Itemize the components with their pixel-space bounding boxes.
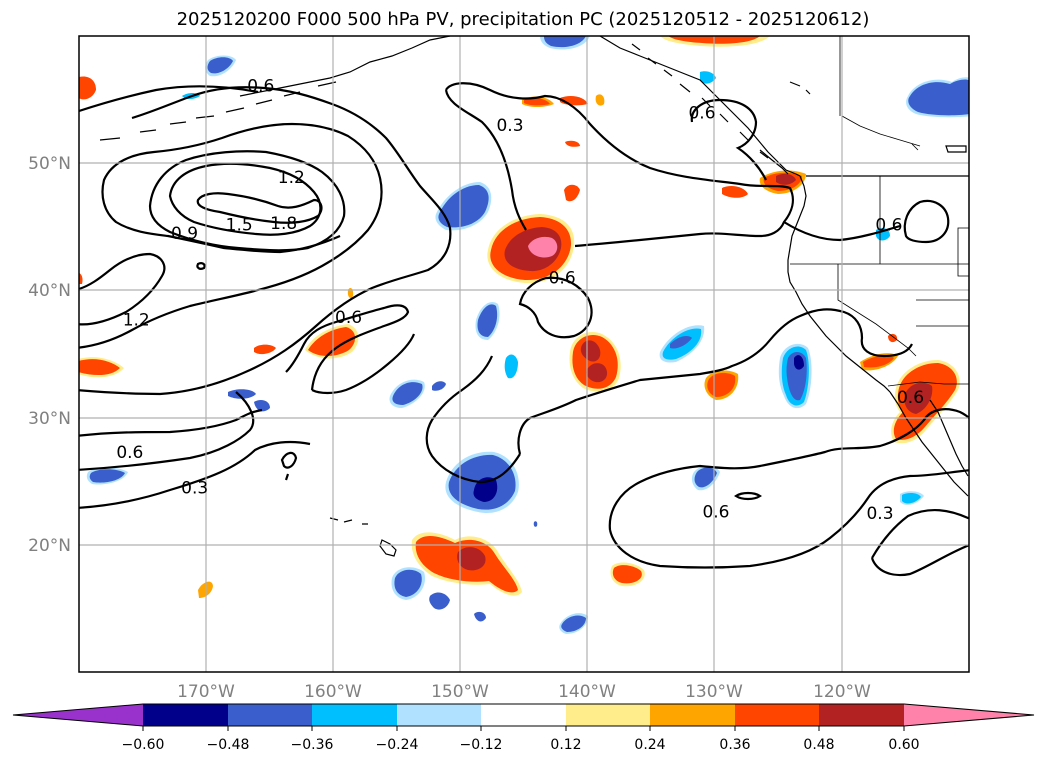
pv-contour-small1 — [280, 451, 298, 469]
pv-contour-0.6-mid2 — [311, 333, 416, 395]
pv-contour-0.6-loop-north — [518, 276, 593, 339]
pv-contour-1.2 — [79, 252, 166, 326]
lon-label-120w: 120°W — [813, 682, 871, 702]
colorbar-tick-label: 0.60 — [888, 737, 919, 753]
pv-contour-1.8 — [196, 192, 323, 224]
alaska-panhandle-islands — [631, 43, 811, 159]
contour-label: 1.8 — [270, 214, 297, 234]
colorbar-bin-5 — [481, 704, 566, 726]
colorbar-bin-6 — [566, 704, 650, 726]
coastlines — [99, 36, 969, 557]
pv-contour-0.6-rockies — [903, 199, 950, 244]
figure-title: 2025120200 F000 500 hPa PV, precipitatio… — [177, 9, 870, 30]
lon-label-170w: 170°W — [177, 682, 235, 702]
contour-label: 0.3 — [181, 479, 208, 499]
mexico-mainland-coast — [929, 399, 969, 477]
canada-interior — [839, 36, 921, 151]
colorbar-tick-label: 0.24 — [634, 737, 665, 753]
precip-negative — [86, 36, 969, 634]
pv-contour-0.6-central — [517, 308, 913, 455]
pv-contour-0.6-mid — [285, 304, 410, 391]
lon-label-130w: 130°W — [685, 682, 743, 702]
pv-contour-0.6-west-main — [79, 86, 452, 396]
pv-contour-0.3-southeast2 — [870, 544, 969, 577]
aleutian-islands — [99, 81, 337, 141]
colorbar-bin-9 — [819, 704, 904, 726]
latitude-labels: 50°N 40°N 30°N 20°N — [28, 154, 71, 556]
colorbar-tick-label: −0.12 — [460, 737, 503, 753]
lon-label-160w: 160°W — [304, 682, 362, 702]
colorbar-tick-label: 0.48 — [803, 737, 834, 753]
pv-contour-small2 — [734, 491, 762, 501]
contour-label: 0.6 — [702, 503, 729, 523]
contour-label: 0.9 — [171, 224, 198, 244]
contour-label: 0.6 — [116, 443, 143, 463]
hawaii-islands — [329, 517, 397, 557]
contour-label: 0.6 — [247, 77, 274, 97]
precip-shading — [79, 36, 969, 634]
colorbar-tick-label: −0.48 — [207, 737, 250, 753]
colorbar-bin-4 — [397, 704, 481, 726]
pv-contour-0.3-west — [79, 391, 255, 471]
lat-label-30n: 30°N — [28, 409, 71, 429]
lat-label-40n: 40°N — [28, 281, 71, 301]
colorbar-ticks — [142, 726, 905, 731]
map-frame — [78, 35, 970, 673]
pv-contour-0.3-west2 — [79, 440, 311, 509]
contour-label: 0.6 — [549, 269, 576, 289]
pv-contour-small4 — [284, 473, 290, 481]
precip-positive-south — [198, 532, 645, 598]
pv-contour-0.3-east — [783, 221, 901, 242]
pv-contour-1.5 — [168, 162, 322, 236]
pv-contour-1.2-loop — [148, 150, 346, 252]
pv-contour-0.3-southeast — [871, 508, 969, 559]
lat-label-50n: 50°N — [28, 154, 71, 174]
pv-contour-0.6-west — [79, 408, 263, 437]
vancouver-island — [759, 149, 789, 175]
pv-contour-0.6-north-edge — [79, 85, 259, 113]
lon-label-140w: 140°W — [558, 682, 616, 702]
colorbar-tick-label: −0.24 — [376, 737, 419, 753]
precip-positive-central — [569, 332, 621, 392]
colorbar-tick-label: −0.36 — [291, 737, 334, 753]
colorbar-tick-label: 0.12 — [550, 737, 581, 753]
contour-label: 0.3 — [496, 116, 523, 136]
colorbar-bin-1 — [143, 704, 228, 726]
gridlines — [79, 36, 969, 672]
lon-label-150w: 150°W — [431, 682, 489, 702]
pv-contour-0.9 — [79, 122, 383, 349]
pv-contour-0.6-big — [608, 408, 969, 531]
contour-label: 1.5 — [226, 215, 253, 235]
contour-label: 1.2 — [123, 311, 150, 331]
canada-bc-islands — [945, 145, 967, 153]
colorbar: −0.60 −0.48 −0.36 −0.24 −0.12 0.12 0.24 … — [12, 703, 1035, 753]
contour-label: 0.6 — [335, 308, 362, 328]
lat-label-20n: 20°N — [28, 536, 71, 556]
colorbar-bin-7 — [650, 704, 735, 726]
mexico-border — [887, 381, 969, 387]
colorbar-bin-3 — [312, 704, 397, 726]
contour-label: 1.2 — [278, 168, 305, 188]
state-borders — [790, 176, 969, 357]
contour-label: 0.3 — [866, 504, 893, 524]
contour-labels: 0.6 0.3 0.6 1.2 1.5 1.8 0.9 0.6 0.6 1.2 0.6 0.6 0.6 0… — [116, 77, 924, 524]
precip-positive-pacific — [487, 214, 575, 284]
us-west-coast — [787, 175, 891, 393]
colorbar-bin-8 — [735, 704, 819, 726]
contour-label: 0.6 — [875, 215, 902, 235]
colorbar-tick-label: −0.60 — [122, 737, 165, 753]
longitude-labels: 170°W 160°W 150°W 140°W 130°W 120°W — [177, 682, 871, 702]
colorbar-tick-label: 0.36 — [719, 737, 750, 753]
alaska-coast — [239, 36, 451, 97]
baja-california — [889, 391, 969, 497]
colorbar-bin-2 — [228, 704, 312, 726]
pv-contour-0.6-central2 — [425, 355, 521, 484]
pv-contour-small3 — [196, 262, 206, 270]
map-background — [79, 36, 969, 672]
contour-label: 0.6 — [897, 388, 924, 408]
colorbar-extend-left — [13, 704, 143, 726]
contour-label: 0.6 — [688, 103, 715, 123]
colorbar-extend-right — [904, 704, 1034, 726]
